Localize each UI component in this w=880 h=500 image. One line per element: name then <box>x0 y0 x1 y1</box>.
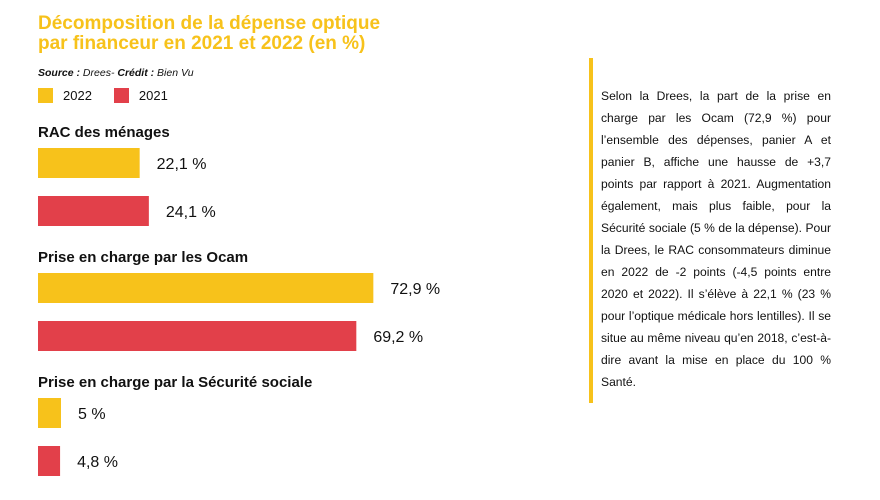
source-credit: Source : Drees- Crédit : Bien Vu <box>38 67 194 79</box>
sidebar-text: Selon la Drees, la part de la prise en c… <box>601 89 831 389</box>
bar-prise-en-charge-par-les-ocam-2021 <box>38 321 357 351</box>
value-label-prise-en-charge-par-la-securite-sociale-2022: 5 % <box>78 406 106 423</box>
value-label-rac-des-menages-2022: 22,1 % <box>157 156 207 173</box>
legend-swatch-2021 <box>113 88 129 103</box>
source-value: Drees- <box>80 67 118 79</box>
group-label-prise-en-charge-par-la-securite-sociale: Prise en charge par la Sécurité sociale <box>38 374 312 391</box>
credit-value: Bien Vu <box>154 67 194 79</box>
value-label-prise-en-charge-par-les-ocam-2022: 72,9 % <box>390 281 440 298</box>
legend-item-2022: 2022 <box>38 88 92 103</box>
legend-item-2021: 2021 <box>113 88 168 103</box>
bar-rac-des-menages-2022 <box>38 148 140 178</box>
legend: 2022 2021 <box>38 88 190 103</box>
bar-prise-en-charge-par-la-securite-sociale-2022 <box>38 398 61 428</box>
legend-label-2021: 2021 <box>138 88 168 103</box>
value-label-rac-des-menages-2021: 24,1 % <box>166 204 216 221</box>
value-label-prise-en-charge-par-la-securite-sociale-2021: 4,8 % <box>77 454 118 471</box>
credit-label: Crédit : <box>117 67 155 79</box>
bar-prise-en-charge-par-les-ocam-2022 <box>38 273 374 303</box>
value-label-prise-en-charge-par-les-ocam-2021: 69,2 % <box>373 329 423 346</box>
group-label-prise-en-charge-par-les-ocam: Prise en charge par les Ocam <box>38 249 248 266</box>
group-label-rac-des-menages: RAC des ménages <box>38 124 170 141</box>
chart-title-line-2: par financeur en 2021 et 2022 (en %) <box>38 33 366 54</box>
chart-title-line-1: Décomposition de la dépense optique <box>38 13 381 34</box>
bar-rac-des-menages-2021 <box>38 196 149 226</box>
bar-prise-en-charge-par-la-securite-sociale-2021 <box>38 446 61 476</box>
bar-chart: RAC des ménages 22,1 % 24,1 % Prise en char… <box>38 124 440 476</box>
sidebar-accent-line <box>589 58 593 403</box>
legend-label-2022: 2022 <box>63 88 92 103</box>
legend-swatch-2022 <box>38 88 53 103</box>
source-label: Source : <box>38 67 81 79</box>
chart-title: Décomposition de la dépense optique par … <box>38 14 458 54</box>
